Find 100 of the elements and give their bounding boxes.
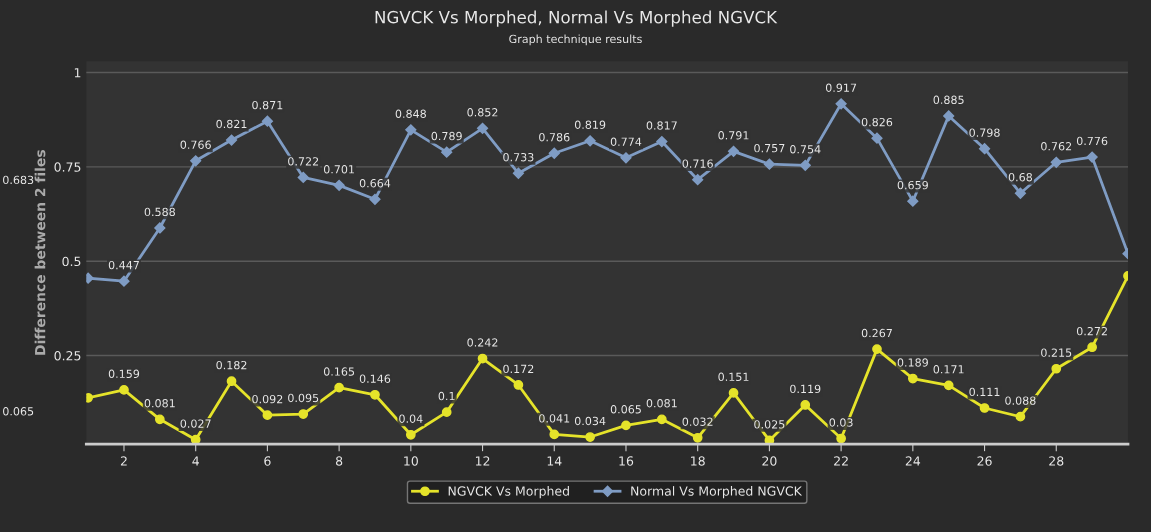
data-label: 0.848 <box>395 109 426 118</box>
point <box>549 429 560 440</box>
point <box>799 159 811 171</box>
x-tick-label: 8 <box>335 456 343 466</box>
data-label: 0.871 <box>252 100 283 110</box>
point <box>656 135 668 148</box>
point <box>1015 411 1026 422</box>
point <box>118 275 130 287</box>
point <box>943 380 954 391</box>
data-label: 0.092 <box>252 394 283 404</box>
point <box>369 193 381 205</box>
data-label: 0.659 <box>897 180 928 190</box>
point <box>621 420 631 431</box>
x-tick-label: 16 <box>619 456 634 466</box>
data-label: 0.03 <box>829 418 853 427</box>
data-label: 0.826 <box>861 117 893 127</box>
data-label: 0.034 <box>574 416 606 426</box>
x-tick-label: 2 <box>120 456 127 466</box>
point <box>513 380 524 390</box>
data-label: 0.151 <box>718 372 749 382</box>
point <box>477 353 488 364</box>
y-tick-label: 0.25 <box>54 351 81 361</box>
point <box>978 143 991 155</box>
data-label: 0.716 <box>682 159 713 168</box>
data-label: 0.762 <box>1041 142 1072 151</box>
data-label: 0.025 <box>754 420 785 429</box>
point <box>226 376 237 387</box>
data-label: 0.146 <box>359 374 391 383</box>
data-label: 0.852 <box>467 108 498 117</box>
data-label: 0.885 <box>933 95 964 105</box>
point <box>943 110 955 122</box>
point <box>585 432 595 442</box>
data-label: 0.798 <box>969 128 1000 137</box>
point <box>800 400 811 410</box>
legend-label: Normal Vs Morphed NGVCK <box>631 486 803 499</box>
data-label: 0.774 <box>610 137 642 146</box>
x-tick-label: 22 <box>834 456 848 466</box>
point <box>405 124 417 136</box>
point <box>835 98 847 110</box>
data-label: 0.917 <box>825 83 857 92</box>
x-tick-label: 4 <box>192 456 199 466</box>
x-tick-label: 14 <box>547 456 562 466</box>
x-tick-label: 6 <box>264 456 271 466</box>
point <box>1050 156 1062 168</box>
data-label: 0.119 <box>790 384 821 394</box>
chart-title: NGVCK Vs Morphed, Normal Vs Morphed NGVCK <box>375 10 778 27</box>
point <box>476 122 489 134</box>
point <box>548 147 560 159</box>
point <box>441 146 453 158</box>
data-label: 0.786 <box>539 132 570 142</box>
data-label: 0.041 <box>539 414 570 423</box>
point <box>656 414 667 425</box>
data-label: 0.267 <box>861 328 892 338</box>
data-label: 0.447 <box>108 260 139 270</box>
point <box>1087 342 1097 353</box>
point <box>334 382 344 393</box>
data-label: 0.111 <box>969 387 1000 397</box>
data-label: 0.664 <box>359 179 391 188</box>
point <box>1014 187 1027 199</box>
data-label: 0.065 <box>610 405 641 414</box>
data-label: 0.819 <box>574 120 606 129</box>
point <box>1086 151 1098 163</box>
data-label: 0.272 <box>1076 326 1107 336</box>
point <box>907 373 918 384</box>
point <box>584 135 596 147</box>
point <box>1051 363 1062 374</box>
point <box>441 407 452 418</box>
data-label: 0.701 <box>323 165 354 174</box>
point <box>620 152 632 164</box>
point <box>872 344 882 354</box>
point <box>298 409 309 419</box>
point <box>297 171 309 184</box>
y-tick-label: 0.5 <box>62 256 81 267</box>
point <box>333 179 345 191</box>
point <box>190 155 202 167</box>
point <box>836 433 846 444</box>
data-label: 0.757 <box>754 143 785 153</box>
data-label: 0.159 <box>108 369 140 378</box>
data-label: 0.733 <box>503 152 534 162</box>
data-label: 0.817 <box>646 121 677 130</box>
data-label: 0.722 <box>288 157 319 166</box>
data-label: 0.1 <box>438 391 455 401</box>
point <box>154 222 166 234</box>
data-label: 0.165 <box>323 367 355 376</box>
data-label: 0.776 <box>1076 136 1108 146</box>
data-label: 0.081 <box>646 399 677 408</box>
point <box>692 432 703 443</box>
data-label: 0.172 <box>503 364 534 374</box>
data-label: 0.182 <box>216 360 247 370</box>
x-tick-label: 28 <box>1049 456 1064 466</box>
point <box>405 429 416 440</box>
point <box>512 167 525 179</box>
data-label: 0.189 <box>897 358 928 367</box>
data-label: 0.171 <box>933 365 964 374</box>
y-tick-label: 1 <box>74 68 81 78</box>
data-label: 0.766 <box>180 140 211 149</box>
data-label: 0.68 <box>1008 172 1033 182</box>
data-label: 0.215 <box>1041 348 1072 357</box>
point <box>225 134 238 146</box>
data-label: 0.081 <box>144 399 175 408</box>
